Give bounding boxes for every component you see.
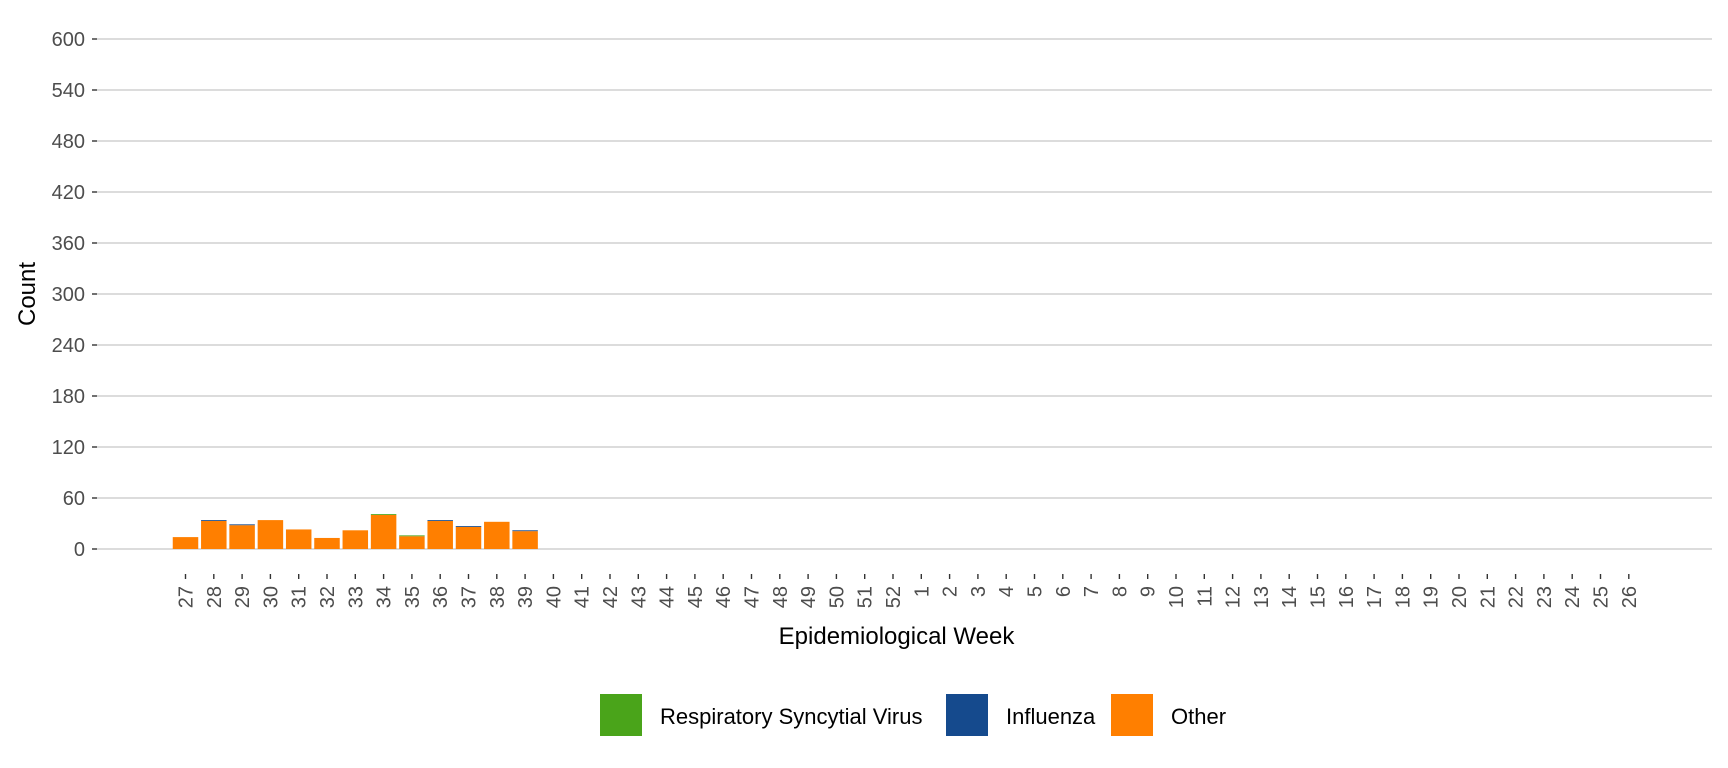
bar-other-week-38 [484, 521, 510, 549]
legend-label: Respiratory Syncytial Virus [660, 704, 922, 729]
bar-other-week-30 [257, 520, 284, 549]
x-tick-label: 22 [1506, 586, 1528, 608]
x-tick-label: 11 [1194, 586, 1216, 607]
x-tick-label: 6 [1053, 586, 1075, 597]
x-axis: 27 28 29 30 31 32 33 34 35 36 37 38 39 40 41 42 43 44 45 46… [176, 574, 1641, 608]
x-tick-label: 52 [883, 586, 905, 608]
x-tick-label: 44 [657, 586, 679, 608]
bar-influenza-week-39 [512, 530, 538, 532]
x-tick-label: 41 [572, 586, 594, 608]
y-tick-label: 600 [52, 29, 85, 51]
legend-swatch-influenza [946, 694, 988, 736]
x-tick-label: 33 [345, 586, 367, 608]
y-tick-label: 120 [52, 437, 85, 459]
bar-other-week-31 [285, 529, 312, 549]
x-tick-label: 8 [1109, 586, 1131, 597]
gridlines [97, 38, 1712, 550]
x-tick-label: 49 [798, 586, 820, 608]
legend-label: Other [1171, 704, 1226, 729]
bar-other-week-28 [201, 520, 227, 549]
y-axis-title: Count [14, 262, 41, 326]
x-tick-label: 17 [1364, 586, 1386, 608]
bar-other-week-32 [314, 537, 340, 549]
x-tick-label: 48 [770, 586, 792, 608]
bar-other-week-29 [229, 525, 255, 549]
y-axis: 0 60 120 180 240 300 360 420 480 540 600 [52, 29, 97, 561]
x-tick-label: 27 [176, 586, 198, 608]
y-tick-label: 0 [74, 539, 85, 561]
x-tick-label: 39 [515, 586, 537, 608]
x-tick-label: 51 [855, 586, 877, 608]
x-tick-label: 26 [1619, 586, 1641, 608]
x-tick-label: 5 [1025, 586, 1047, 597]
x-tick-label: 13 [1251, 586, 1273, 608]
x-tick-label: 19 [1421, 586, 1443, 608]
x-tick-label: 4 [996, 586, 1018, 597]
x-tick-label: 1 [911, 586, 933, 597]
x-tick-label: 12 [1223, 586, 1245, 608]
x-tick-label: 38 [487, 586, 509, 608]
x-axis-title: Epidemiological Week [779, 623, 1016, 650]
legend-swatch-respiratory-syncytial-virus [600, 694, 642, 736]
x-tick-label: 47 [742, 586, 764, 608]
x-tick-label: 20 [1449, 586, 1471, 608]
x-tick-label: 21 [1477, 586, 1499, 608]
x-tick-label: 30 [260, 586, 282, 608]
x-tick-label: 24 [1562, 586, 1584, 608]
y-tick-label: 540 [52, 80, 85, 102]
x-tick-label: 42 [600, 586, 622, 608]
x-tick-label: 14 [1279, 586, 1301, 608]
x-tick-label: 43 [628, 586, 650, 608]
x-tick-label: 29 [232, 586, 254, 608]
legend-label: Influenza [1006, 704, 1096, 729]
bar-influenza-week-36 [427, 520, 453, 521]
x-tick-label: 35 [402, 586, 424, 608]
bar-other-week-36 [427, 520, 453, 549]
x-tick-label: 15 [1308, 586, 1330, 608]
x-tick-label: 37 [459, 586, 481, 608]
x-tick-label: 28 [204, 586, 226, 608]
x-tick-label: 45 [685, 586, 707, 608]
bar-influenza-week-28 [201, 520, 227, 521]
bar-influenza-week-37 [455, 526, 482, 527]
y-tick-label: 360 [52, 233, 85, 255]
bar-other-week-27 [172, 537, 199, 549]
y-tick-label: 480 [52, 131, 85, 153]
x-tick-label: 9 [1138, 586, 1160, 597]
x-tick-label: 34 [374, 586, 396, 608]
x-tick-label: 46 [713, 586, 735, 608]
legend-swatch-other [1111, 694, 1153, 736]
y-tick-label: 240 [52, 335, 85, 357]
bar-other-week-33 [342, 530, 369, 549]
x-tick-label: 2 [940, 586, 962, 597]
y-tick-label: 180 [52, 386, 85, 408]
x-tick-label: 10 [1166, 586, 1188, 608]
bar-other-week-39 [512, 531, 538, 549]
x-tick-label: 25 [1591, 586, 1613, 608]
bar-respiratory-syncytial-virus-week-34 [370, 514, 397, 515]
x-tick-label: 18 [1392, 586, 1414, 608]
bar-influenza-week-29 [229, 524, 255, 526]
y-tick-label: 300 [52, 284, 85, 306]
legend: Respiratory Syncytial Virus Influenza Othe… [600, 694, 1226, 736]
x-tick-label: 7 [1081, 586, 1103, 597]
bar-other-week-37 [455, 526, 482, 549]
x-tick-label: 3 [968, 586, 990, 597]
bar-respiratory-syncytial-virus-week-35 [399, 535, 425, 537]
x-tick-label: 40 [543, 586, 565, 608]
y-tick-label: 420 [52, 182, 85, 204]
x-tick-label: 36 [430, 586, 452, 608]
bars [172, 514, 538, 549]
x-tick-label: 16 [1336, 586, 1358, 608]
y-tick-label: 60 [63, 488, 85, 510]
x-tick-label: 31 [289, 586, 311, 608]
bar-other-week-34 [370, 515, 397, 549]
x-tick-label: 32 [317, 586, 339, 608]
bar-other-week-35 [399, 536, 425, 549]
x-tick-label: 50 [826, 586, 848, 608]
x-tick-label: 23 [1534, 586, 1556, 608]
